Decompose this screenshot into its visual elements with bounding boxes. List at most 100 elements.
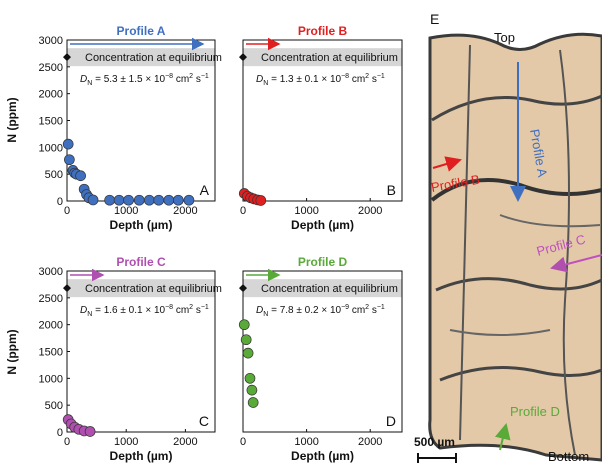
panel-d-diffusivity-units-s: s (369, 305, 377, 316)
panel-d-x-axis-label: Depth (µm) (291, 449, 354, 463)
panel-c-x-tick-label: 2000 (173, 436, 197, 448)
panel-d: Concentration at equilibrium DN = 7.8 ± 0… (238, 255, 403, 463)
panel-a-diffusivity-subscript: N (87, 80, 92, 87)
panel-c-y-tick-label: 0 (57, 427, 63, 439)
crack-2 (430, 178, 602, 202)
panel-a-title: Profile A (117, 24, 166, 38)
panel-a-diffusivity-units-s-exp: −1 (201, 73, 209, 80)
panel-c-y-tick-label: 3000 (39, 266, 63, 278)
panel-a-data-point (62, 138, 74, 150)
panel-b-equilibrium-label: Concentration at equilibrium (261, 52, 398, 64)
panel-d-data-point (238, 319, 250, 331)
panel-a-data-point (104, 194, 115, 206)
panel-b-x-tick-label: 0 (240, 205, 246, 217)
micrograph-panel: E Top Bottom Profile A Profile B Profile… (414, 11, 602, 464)
panel-a-data-point (133, 194, 145, 206)
panel-c-diffusivity-units-exp: 2 (189, 304, 193, 311)
panel-b-equilibrium-band (243, 48, 402, 67)
crack-1 (431, 94, 602, 122)
micrograph-panel-letter: E (430, 11, 439, 27)
panel-d-data-point (242, 347, 254, 359)
panel-b-x-tick-label: 2000 (358, 205, 382, 217)
panel-a-diffusivity-annotation: DN = 5.3 ± 1.5 × 10−8 cm2 s−1 (80, 73, 209, 87)
panel-a-data-point (75, 170, 86, 182)
panel-b-title: Profile B (298, 24, 348, 38)
panel-c-letter: C (199, 413, 209, 429)
panel-d-x-tick-label: 2000 (358, 436, 382, 448)
scale-bar-label: 500 µm (414, 435, 455, 449)
panel-b-letter: B (387, 182, 396, 198)
panel-a-data-point (172, 194, 184, 206)
panel-a-data-point (163, 194, 175, 206)
panel-b-diffusivity-units: cm (349, 74, 365, 85)
panel-c-diffusivity-subscript: N (87, 311, 92, 318)
panel-a-data-point (113, 194, 125, 206)
panel-c-diffusivity-exponent: −8 (165, 304, 173, 311)
panel-b-diffusivity-annotation: DN = 1.3 ± 0.1 × 10−8 cm2 s−1 (256, 73, 385, 87)
panel-d-diffusivity-units-exp: 2 (365, 304, 369, 311)
panel-c-diffusivity-symbol: D (80, 305, 87, 316)
y-axis-label-top: N (ppm) (5, 97, 19, 142)
panel-c-y-tick-label: 500 (45, 400, 63, 412)
panel-b-diffusivity-units-exp: 2 (365, 73, 369, 80)
panel-a-equilibrium-label: Concentration at equilibrium (85, 52, 222, 64)
crack-6 (559, 49, 576, 456)
panel-d-title: Profile D (298, 255, 348, 269)
crack-7 (499, 214, 601, 228)
panel-a-x-tick-label: 1000 (114, 205, 138, 217)
panel-a-equilibrium-band (67, 48, 215, 67)
panel-d-letter: D (386, 413, 396, 429)
crack-5 (459, 44, 471, 441)
micrograph-top-label: Top (494, 30, 515, 45)
panel-d-data-point (246, 384, 258, 396)
panel-a-data-point (87, 194, 99, 206)
panel-a-diffusivity-exponent: −8 (165, 73, 173, 80)
panel-a-y-tick-label: 2500 (39, 62, 63, 74)
panel-a-y-tick-label: 3000 (39, 35, 63, 47)
panel-a-x-tick-label: 2000 (173, 205, 197, 217)
panel-a-data-point (153, 194, 165, 206)
profile-d-arrow (494, 423, 511, 451)
panel-c-diffusivity-units-s: s (193, 305, 201, 316)
panel-b-diffusivity-subscript: N (263, 80, 268, 87)
panel-c-equilibrium-band (67, 279, 215, 298)
panel-c-y-tick-label: 1500 (39, 347, 63, 359)
panel-b-diffusivity-value: = 1.3 ± 0.1 × 10 (268, 74, 341, 85)
crystal-outline (428, 32, 602, 462)
panel-b-data-point (255, 195, 267, 206)
panel-a-diffusivity-units: cm (173, 74, 189, 85)
panel-d-x-tick-label: 0 (240, 436, 246, 448)
panel-a-x-axis-label: Depth (µm) (110, 218, 173, 232)
panel-c-y-tick-label: 1000 (39, 373, 63, 385)
panel-d-equilibrium-label: Concentration at equilibrium (261, 283, 398, 295)
panel-c-x-tick-label: 0 (64, 436, 70, 448)
panel-a-letter: A (200, 182, 210, 198)
panel-b-frame (242, 39, 403, 202)
panel-c-equilibrium-label: Concentration at equilibrium (85, 283, 222, 295)
panel-c-diffusivity-value: = 1.6 ± 0.1 × 10 (92, 305, 165, 316)
panel-d-diffusivity-value: = 7.8 ± 0.2 × 10 (268, 305, 341, 316)
panel-c-data-point (84, 426, 96, 437)
crack-3 (435, 277, 602, 292)
panel-a-data-point (143, 194, 155, 206)
panel-a-diffusivity-value: = 5.3 ± 1.5 × 10 (92, 74, 165, 85)
panel-b-x-axis-label: Depth (µm) (291, 218, 354, 232)
panel-b: Concentration at equilibrium DN = 1.3 ± 0… (238, 24, 403, 232)
panel-c-x-tick-label: 1000 (114, 436, 138, 448)
panel-d-diffusivity-units-s-exp: −1 (377, 304, 385, 311)
panel-d-data-point (247, 397, 259, 408)
panel-d-diffusivity-annotation: DN = 7.8 ± 0.2 × 10−9 cm2 s−1 (256, 304, 385, 318)
profile-c-arrow (550, 254, 602, 273)
profile-d-label: Profile D (510, 404, 560, 419)
panel-a-data-point (183, 194, 195, 206)
panel-c-diffusivity-annotation: DN = 1.6 ± 0.1 × 10−8 cm2 s−1 (80, 304, 209, 318)
panel-a-y-tick-label: 500 (45, 169, 63, 181)
panel-a-data-point (123, 194, 134, 206)
panel-a-x-tick-label: 0 (64, 205, 70, 217)
panel-b-diffusivity-units-s: s (369, 74, 377, 85)
panel-c-title: Profile C (116, 255, 166, 269)
panel-a-diffusivity-symbol: D (80, 74, 87, 85)
panel-b-x-tick-label: 1000 (294, 205, 318, 217)
panel-d-x-tick-label: 1000 (294, 436, 318, 448)
